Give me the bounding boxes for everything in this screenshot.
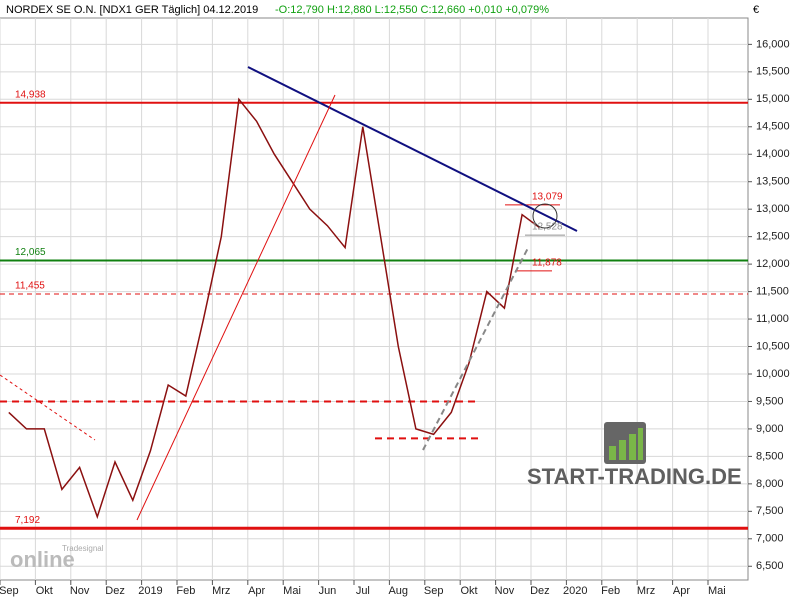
y-tick-label: 15,500 xyxy=(756,66,790,78)
x-tick-label: Sep xyxy=(0,585,19,597)
x-tick-label: 2020 xyxy=(563,585,587,597)
level-label: 13,079 xyxy=(532,191,563,202)
marks xyxy=(0,97,748,530)
currency: € xyxy=(753,4,759,16)
y-tick-label: 14,500 xyxy=(756,121,790,133)
x-tick-label: Feb xyxy=(176,585,195,597)
x-tick-label: Jul xyxy=(356,585,370,597)
x-tick-label: Mrz xyxy=(212,585,230,597)
x-tick-label: Dez xyxy=(530,585,550,597)
y-tick-label: 9,000 xyxy=(756,423,784,435)
level-label: 12,065 xyxy=(15,247,46,258)
plot-area xyxy=(0,17,749,581)
level-label: 11,878 xyxy=(532,257,562,268)
header-title: NORDEX SE O.N. [NDX1 GER Täglich] 04.12.… xyxy=(6,4,258,16)
highlight xyxy=(532,203,558,229)
trend-line xyxy=(247,66,578,232)
level-label: 7,192 xyxy=(15,515,40,526)
y-tick-label: 13,000 xyxy=(756,203,790,215)
x-tick-label: Feb xyxy=(601,585,620,597)
y-tick-label: 10,500 xyxy=(756,340,790,352)
brand: START-TRADING.DE xyxy=(527,464,742,489)
y-tick-label: 11,500 xyxy=(756,285,789,297)
y-tick-label: 14,000 xyxy=(756,148,790,160)
x-tick-label: Aug xyxy=(388,585,408,597)
y-tick-label: 10,000 xyxy=(756,368,790,380)
level-label: 11,455 xyxy=(15,281,45,292)
trend-line xyxy=(136,94,336,521)
y-tick-label: 8,000 xyxy=(756,478,784,490)
y-tick-label: 7,000 xyxy=(756,533,784,545)
x-tick-label: Apr xyxy=(673,585,690,597)
watermark: online xyxy=(10,547,75,572)
x-tick-label: Okt xyxy=(460,585,477,597)
watermark-small: Tradesignal xyxy=(62,544,104,553)
trend-line xyxy=(422,247,529,451)
header-quote: -O:12,790 H:12,880 L:12,550 C:12,660 +0,… xyxy=(275,4,549,16)
y-tick-label: 6,500 xyxy=(756,560,784,572)
level-label: 14,938 xyxy=(15,89,46,100)
y-tick-label: 9,500 xyxy=(756,395,784,407)
y-tick-label: 16,000 xyxy=(756,38,790,50)
x-tick-label: 2019 xyxy=(138,585,162,597)
x-tick-label: Nov xyxy=(495,585,515,597)
x-tick-label: Mai xyxy=(708,585,726,597)
y-tick-label: 8,500 xyxy=(756,450,784,462)
brand-icon xyxy=(604,422,646,464)
y-tick-label: 13,500 xyxy=(756,176,790,188)
trend-line xyxy=(0,374,96,441)
x-tick-label: Jun xyxy=(319,585,337,597)
x-tick-label: Apr xyxy=(248,585,265,597)
y-tick-label: 15,000 xyxy=(756,93,790,105)
y-tick-label: 11,000 xyxy=(756,313,789,325)
x-tick-label: Nov xyxy=(70,585,90,597)
y-tick-label: 7,500 xyxy=(756,505,784,517)
y-tick-label: 12,000 xyxy=(756,258,790,270)
level-label: 12,528 xyxy=(532,222,563,233)
y-tick-label: 12,500 xyxy=(756,231,790,243)
x-tick-label: Okt xyxy=(36,585,53,597)
price-line xyxy=(8,97,541,520)
x-tick-label: Dez xyxy=(105,585,125,597)
x-tick-label: Mai xyxy=(283,585,301,597)
x-tick-label: Sep xyxy=(424,585,444,597)
x-tick-label: Mrz xyxy=(637,585,655,597)
